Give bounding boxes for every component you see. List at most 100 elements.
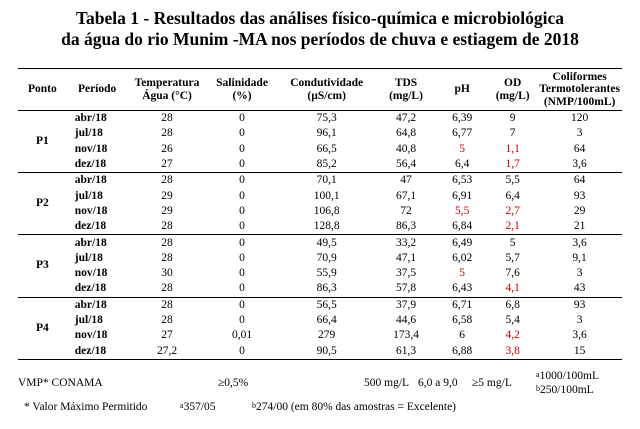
periodo-cell: nov/18 — [74, 329, 108, 342]
page: Tabela 1 - Resultados das análises físic… — [0, 8, 640, 429]
periodo-cell: dez/18 — [74, 158, 107, 171]
footnote-a: a357/05 — [180, 401, 216, 413]
coli-cell: 3 — [576, 314, 583, 326]
header-row: Ponto Período Temperatura Água (°C) Salin… — [18, 68, 622, 111]
ph-cell: 6,02 — [452, 251, 473, 264]
ph-cell: 6,88 — [452, 344, 473, 357]
coli-cell: 3,6 — [572, 158, 587, 171]
cond-cell: 128,8 — [313, 220, 340, 233]
od-cell: 4,2 — [505, 329, 520, 342]
footnote-b: b274/00 (em 80% das amostras = Excelente… — [252, 401, 457, 413]
temp-cell: 28 — [161, 236, 173, 249]
table-title: Tabela 1 - Resultados das análises físic… — [0, 8, 640, 50]
periodo-cell: nov/18 — [74, 142, 108, 155]
table-row: P1 abr/18 28 0 75,3 47,2 6,39 9 120 — [18, 111, 622, 147]
temp-cell: 28 — [161, 174, 173, 187]
cond-cell: 85,2 — [316, 158, 337, 171]
tds-cell: 44,6 — [395, 314, 417, 326]
tds-cell: 57,8 — [395, 282, 417, 295]
ph-cell: 5,5 — [454, 204, 470, 217]
table-row: dez/18 28 0 128,8 86,3 6,84 2,1 21 — [18, 219, 622, 235]
periodo-cell: nov/18 — [74, 267, 108, 280]
table-row: dez/18 27 0 85,2 56,4 6,4 1,7 3,6 — [18, 157, 622, 173]
coli-cell: 3 — [576, 127, 583, 140]
sal-cell: 0 — [239, 204, 245, 217]
vmp-od: ≥5 mg/L — [472, 377, 512, 389]
temp-cell: 27 — [161, 158, 173, 171]
col-ponto: Ponto — [28, 83, 57, 96]
periodo-cell: abr/18 — [74, 112, 107, 125]
temp-cell: 28 — [161, 127, 173, 140]
coli-cell: 93 — [573, 298, 586, 311]
temp-cell: 29 — [161, 204, 173, 217]
cond-cell: 66,5 — [316, 142, 337, 155]
sal-cell: 0 — [239, 282, 245, 295]
od-cell: 4,1 — [505, 282, 520, 295]
tds-cell: 61,3 — [395, 344, 417, 357]
vmp-tds: 500 mg/L — [364, 377, 410, 389]
od-cell: 7,6 — [505, 267, 520, 280]
coli-cell: 15 — [573, 344, 586, 357]
cond-cell: 66,4 — [316, 314, 337, 326]
coli-cell: 64 — [573, 142, 586, 155]
od-cell: 1,7 — [505, 158, 520, 171]
temp-cell: 28 — [161, 251, 173, 264]
ph-cell: 6,77 — [452, 127, 473, 140]
ponto-cell: P2 — [36, 197, 49, 210]
title-line-1: Tabela 1 - Resultados das análises físic… — [75, 8, 565, 28]
ph-cell: 5 — [459, 267, 465, 280]
temp-cell: 27,2 — [156, 344, 178, 357]
sal-cell: 0 — [239, 251, 245, 264]
temp-cell: 29 — [161, 189, 173, 202]
cond-cell: 70,9 — [316, 251, 337, 264]
table-row: nov/18 27 0,01 279 173,4 6 4,2 3,6 — [18, 328, 622, 343]
table-row: jul/18 28 0 66,4 44,6 6,58 5,4 3 — [18, 313, 622, 328]
periodo-cell: jul/18 — [74, 251, 103, 264]
ponto-cell: P3 — [36, 259, 49, 272]
od-cell: 3,8 — [505, 344, 520, 357]
cond-cell: 70,1 — [316, 174, 337, 187]
ph-cell: 6 — [459, 329, 465, 342]
table-row: jul/18 28 0 70,9 47,1 6,02 5,7 9,1 — [18, 251, 622, 266]
tds-cell: 33,2 — [395, 236, 417, 249]
tds-cell: 173,4 — [393, 329, 419, 342]
temp-cell: 28 — [161, 282, 173, 295]
coli-cell: 3,6 — [572, 236, 587, 249]
sal-cell: 0 — [239, 236, 245, 249]
vmp-salinidade: ≥0,5% — [218, 377, 249, 389]
sal-cell: 0 — [239, 267, 245, 280]
cond-cell: 86,3 — [316, 282, 337, 295]
col-tds: TDS (mg/L) — [389, 77, 423, 102]
col-periodo: Período — [77, 83, 117, 96]
vmp-coliformes-a: a1000/100mL — [536, 370, 599, 382]
vmp-ph: 6,0 a 9,0 — [418, 377, 458, 389]
tds-cell: 37,5 — [395, 267, 417, 280]
temp-cell: 27 — [161, 329, 173, 342]
col-od: OD (mg/L) — [495, 77, 530, 102]
ph-cell: 6,39 — [452, 112, 473, 125]
coli-cell: 93 — [573, 189, 586, 202]
ph-cell: 6,91 — [452, 189, 473, 202]
od-cell: 5,5 — [505, 174, 520, 187]
tds-cell: 47,2 — [395, 112, 417, 125]
ph-cell: 6,71 — [452, 298, 473, 311]
sal-cell: 0 — [239, 174, 245, 187]
sal-cell: 0 — [239, 142, 245, 155]
vmp-coliformes-b: b250/100mL — [536, 384, 594, 396]
coli-cell: 9,1 — [572, 251, 587, 264]
cond-cell: 56,5 — [316, 298, 337, 311]
od-cell: 7 — [509, 127, 516, 140]
col-coliformes: Coliformes Termotolerantes (NMP/100mL) — [539, 70, 620, 108]
od-cell: 2,7 — [505, 204, 520, 217]
sal-cell: 0 — [239, 298, 245, 311]
periodo-cell: abr/18 — [74, 174, 107, 187]
sal-cell: 0 — [239, 158, 245, 171]
ph-cell: 6,49 — [452, 236, 473, 249]
cond-cell: 100,1 — [313, 189, 340, 202]
ph-cell: 6,43 — [452, 282, 473, 295]
od-cell: 2,1 — [505, 220, 520, 233]
col-temperatura: Temperatura Água (°C) — [134, 77, 200, 102]
sal-cell: 0 — [239, 112, 245, 125]
ph-cell: 5 — [459, 142, 465, 155]
coli-cell: 43 — [573, 282, 586, 295]
